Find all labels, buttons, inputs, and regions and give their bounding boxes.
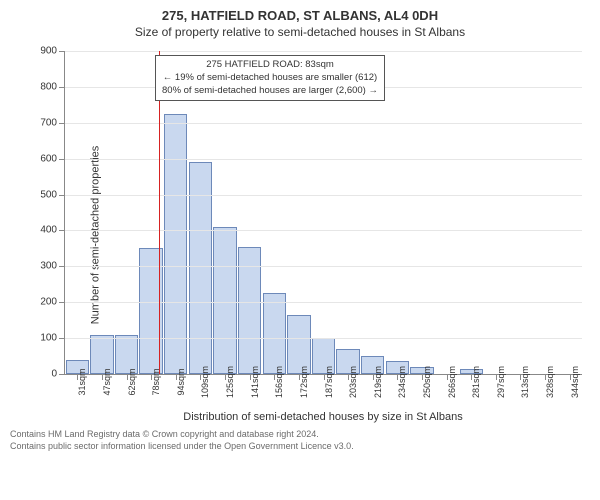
x-tick-label: 281sqm [471, 366, 481, 398]
gridline [65, 123, 582, 124]
x-tick-label: 344sqm [570, 366, 580, 398]
annotation-line2: ← 19% of semi-detached houses are smalle… [162, 72, 378, 85]
x-tick-label: 109sqm [200, 366, 210, 398]
y-tick [59, 302, 65, 303]
gridline [65, 266, 582, 267]
y-tick [59, 230, 65, 231]
y-tick-label: 400 [40, 225, 57, 236]
annotation-line1: 275 HATFIELD ROAD: 83sqm [162, 59, 378, 72]
gridline [65, 230, 582, 231]
y-tick-label: 800 [40, 81, 57, 92]
x-tick-label: 328sqm [545, 366, 555, 398]
y-tick [59, 159, 65, 160]
annotation-line3: 80% of semi-detached houses are larger (… [162, 85, 378, 98]
gridline [65, 302, 582, 303]
y-tick [59, 374, 65, 375]
y-tick [59, 195, 65, 196]
y-tick-label: 700 [40, 117, 57, 128]
page-subtitle: Size of property relative to semi-detach… [10, 25, 590, 39]
gridline [65, 195, 582, 196]
x-tick-label: 297sqm [496, 366, 506, 398]
x-tick-label: 141sqm [250, 366, 260, 398]
y-tick-label: 600 [40, 153, 57, 164]
footer-line2: Contains public sector information licen… [10, 441, 590, 453]
gridline [65, 338, 582, 339]
x-tick-label: 219sqm [373, 366, 383, 398]
x-tick-label: 156sqm [274, 366, 284, 398]
plot-region: 275 HATFIELD ROAD: 83sqm ← 19% of semi-d… [64, 51, 582, 375]
x-tick-label: 172sqm [299, 366, 309, 398]
footer: Contains HM Land Registry data © Crown c… [10, 429, 590, 452]
y-tick-label: 0 [51, 369, 57, 380]
y-tick-label: 300 [40, 261, 57, 272]
histogram-bar [213, 227, 236, 374]
x-tick-label: 125sqm [225, 366, 235, 398]
x-tick-label: 31sqm [77, 368, 87, 395]
x-tick-label: 234sqm [397, 366, 407, 398]
y-tick-label: 500 [40, 189, 57, 200]
y-tick [59, 123, 65, 124]
x-tick-label: 94sqm [176, 368, 186, 395]
x-tick-label: 250sqm [422, 366, 432, 398]
annotation-box: 275 HATFIELD ROAD: 83sqm ← 19% of semi-d… [155, 55, 385, 101]
x-axis-label: Distribution of semi-detached houses by … [64, 411, 582, 423]
footer-line1: Contains HM Land Registry data © Crown c… [10, 429, 590, 441]
histogram-bar [263, 293, 286, 374]
x-tick-label: 266sqm [447, 366, 457, 398]
y-tick-label: 900 [40, 46, 57, 57]
gridline [65, 159, 582, 160]
x-tick-label: 47sqm [102, 368, 112, 395]
y-tick [59, 266, 65, 267]
x-tick-label: 313sqm [520, 366, 530, 398]
y-tick [59, 338, 65, 339]
histogram-bar [164, 114, 187, 374]
chart-area: Number of semi-detached properties 275 H… [10, 45, 590, 425]
x-tick-label: 203sqm [348, 366, 358, 398]
x-tick-label: 62sqm [127, 368, 137, 395]
y-tick-label: 200 [40, 297, 57, 308]
y-tick [59, 87, 65, 88]
chart-container: 275, HATFIELD ROAD, ST ALBANS, AL4 0DH S… [0, 0, 600, 500]
gridline [65, 51, 582, 52]
x-tick-label: 187sqm [324, 366, 334, 398]
y-tick [59, 51, 65, 52]
y-tick-label: 100 [40, 333, 57, 344]
page-title: 275, HATFIELD ROAD, ST ALBANS, AL4 0DH [10, 8, 590, 23]
